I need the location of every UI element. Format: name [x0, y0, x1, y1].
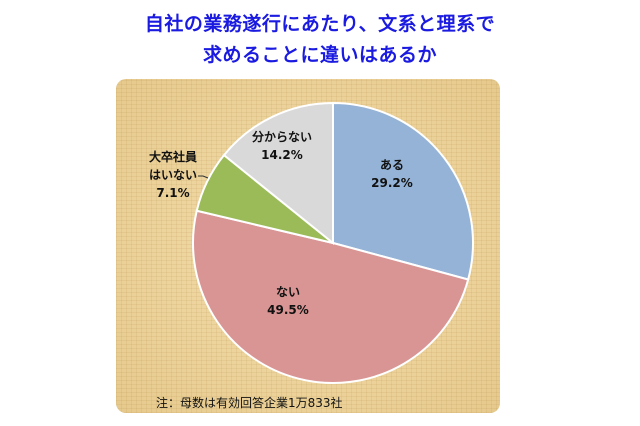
slice-name: ない: [275, 285, 300, 299]
slice-value: 7.1%: [156, 186, 190, 200]
slice-label-unknown: 分からない 14.2%: [242, 128, 322, 164]
chart-title-line1: 自社の業務遂行にあたり、文系と理系で: [144, 13, 496, 35]
slice-name: 分からない: [251, 130, 312, 144]
slice-value: 14.2%: [261, 148, 303, 162]
footnote: 注：母数は有効回答企業1万833社: [156, 396, 343, 410]
slice-value: 29.2%: [371, 176, 413, 190]
slice-label-nai: ない 49.5%: [258, 283, 318, 319]
slice-value: 49.5%: [267, 303, 309, 317]
slice-name: 大卒社員: [148, 150, 197, 164]
slice-name: はいない: [148, 168, 197, 182]
chart-title-line2: 求めることに違いはあるか: [202, 44, 437, 66]
pie-slice: [222, 101, 334, 246]
pie-slice: [192, 209, 470, 384]
slice-label-no-graduates: 大卒社員 はいない 7.1%: [138, 148, 208, 202]
leader-line: [198, 175, 209, 179]
slice-name: ある: [379, 158, 404, 172]
slice-label-aru: ある 29.2%: [362, 156, 422, 192]
pie-slice: [332, 101, 474, 281]
